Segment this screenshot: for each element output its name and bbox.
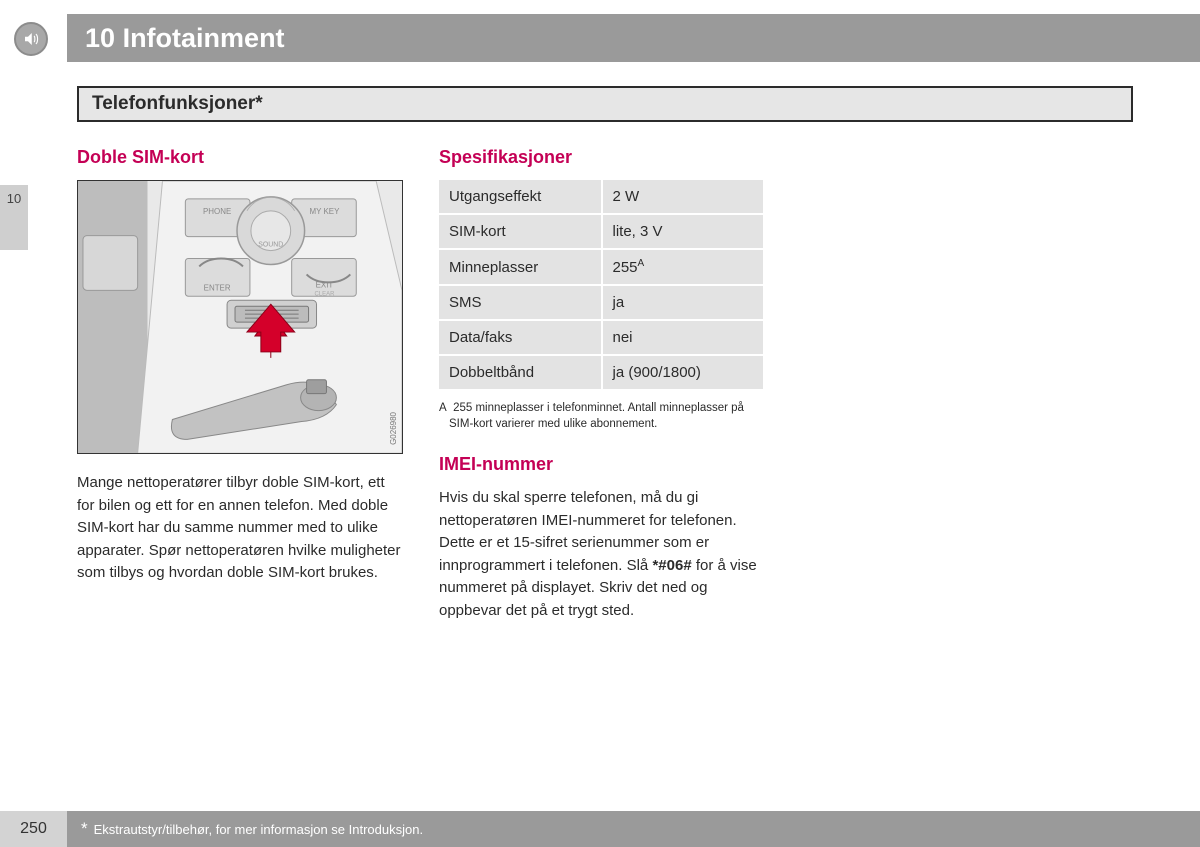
- spec-table: Utgangseffekt 2 W SIM-kort lite, 3 V Min…: [439, 180, 765, 391]
- sound-icon: [14, 22, 48, 56]
- heading-spesifikasjoner: Spesifikasjoner: [439, 147, 765, 168]
- page-number: 250: [0, 811, 67, 847]
- table-row: Data/faks nei: [439, 320, 764, 355]
- section-title: Telefonfunksjoner*: [92, 93, 263, 115]
- side-chapter-tab: 10: [0, 185, 28, 250]
- spec-value: ja: [602, 285, 765, 320]
- chapter-title: 10 Infotainment: [85, 23, 285, 54]
- svg-text:SOUND: SOUND: [258, 242, 283, 249]
- table-row: Dobbeltbånd ja (900/1800): [439, 355, 764, 390]
- chapter-header: 10 Infotainment: [67, 14, 1200, 62]
- side-tab-number: 10: [7, 191, 21, 206]
- figure-sim-slot: PHONE MY KEY SOUND ENTER EXIT CLEAR: [77, 180, 403, 454]
- table-row: Utgangseffekt 2 W: [439, 180, 764, 214]
- figure-svg: PHONE MY KEY SOUND ENTER EXIT CLEAR: [78, 181, 402, 453]
- svg-text:PHONE: PHONE: [203, 207, 231, 216]
- asterisk-icon: *: [81, 819, 88, 839]
- footer: 250 * Ekstrautstyr/tilbehør, for mer inf…: [0, 811, 1200, 847]
- body-doble-sim: Mange nettoperatører tilbyr doble SIM-ko…: [77, 472, 403, 585]
- body-imei: Hvis du skal sperre telefonen, må du gi …: [439, 487, 765, 622]
- spec-label: SMS: [439, 285, 602, 320]
- svg-text:ENTER: ENTER: [204, 283, 231, 292]
- column-middle: Spesifikasjoner Utgangseffekt 2 W SIM-ko…: [439, 147, 765, 622]
- spec-value: nei: [602, 320, 765, 355]
- table-footnote: A 255 minneplasser i telefonminnet. Anta…: [439, 401, 765, 432]
- table-row: Minneplasser 255A: [439, 249, 764, 285]
- content-area: Doble SIM-kort PHONE MY KEY SOUND: [77, 147, 1133, 622]
- svg-text:CLEAR: CLEAR: [315, 291, 336, 297]
- column-right: [801, 147, 1127, 622]
- spec-label: SIM-kort: [439, 214, 602, 249]
- spec-label: Data/faks: [439, 320, 602, 355]
- section-title-box: Telefonfunksjoner*: [77, 86, 1133, 122]
- spec-label: Utgangseffekt: [439, 180, 602, 214]
- heading-imei: IMEI-nummer: [439, 454, 765, 475]
- spec-label: Minneplasser: [439, 249, 602, 285]
- svg-text:MY KEY: MY KEY: [310, 207, 341, 216]
- figure-code: G026980: [389, 412, 398, 445]
- spec-value: 2 W: [602, 180, 765, 214]
- table-row: SMS ja: [439, 285, 764, 320]
- heading-doble-sim: Doble SIM-kort: [77, 147, 403, 168]
- spec-value: 255A: [602, 249, 765, 285]
- spec-value: ja (900/1800): [602, 355, 765, 390]
- table-row: SIM-kort lite, 3 V: [439, 214, 764, 249]
- spec-label: Dobbeltbånd: [439, 355, 602, 390]
- footer-note: * Ekstrautstyr/tilbehør, for mer informa…: [67, 811, 1200, 847]
- spec-value: lite, 3 V: [602, 214, 765, 249]
- column-left: Doble SIM-kort PHONE MY KEY SOUND: [77, 147, 403, 622]
